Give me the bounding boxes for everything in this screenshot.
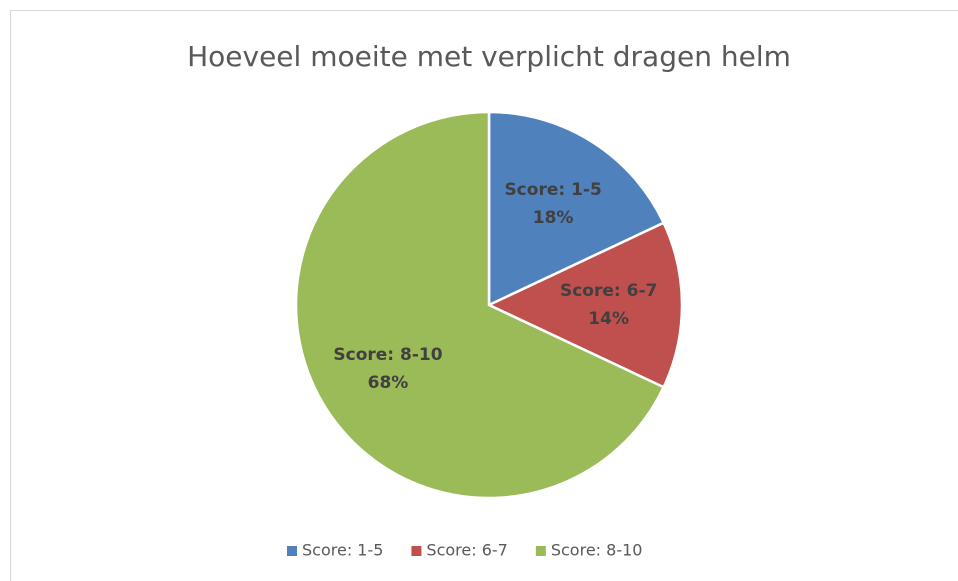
legend-label: Score: 1-5 [302,541,383,560]
legend-swatch [287,546,297,556]
legend-label: Score: 6-7 [426,541,507,560]
legend-label: Score: 8-10 [551,541,643,560]
data-label-value: 18% [533,208,574,228]
pie-slice [487,110,666,307]
pie-slice [294,110,666,500]
data-label-category: Score: 6-7 [560,281,657,301]
data-label-value: 68% [368,373,409,393]
legend-swatch [411,546,422,556]
chart-title: Hoeveel moeite met verplicht dragen helm [187,40,791,73]
data-label-value: 14% [588,309,629,329]
legend-swatch [535,546,546,556]
pie-slice [486,221,684,389]
data-label-category: Score: 8-10 [333,345,442,365]
data-label-category: Score: 1-5 [504,180,601,200]
